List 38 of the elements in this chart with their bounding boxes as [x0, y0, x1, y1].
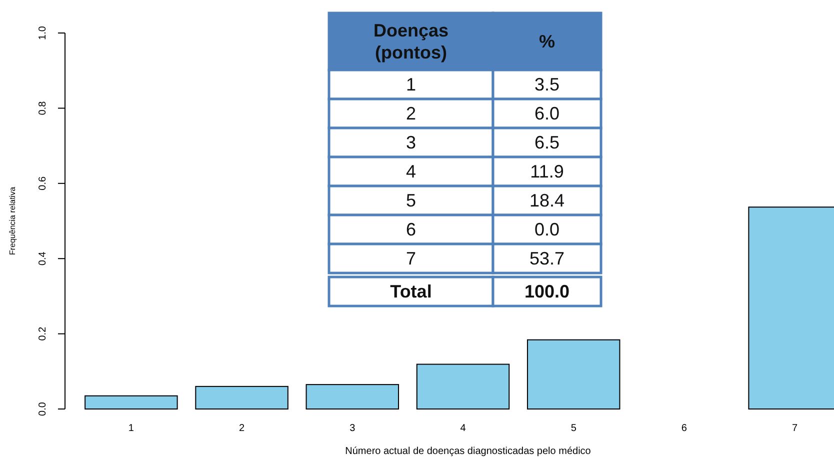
- x-tick-label: 3: [350, 423, 356, 434]
- y-axis-title: Frequência relativa: [8, 186, 17, 256]
- bar: [195, 386, 288, 410]
- annotation: 3: [406, 132, 416, 152]
- annotation: Total: [390, 282, 432, 302]
- annotation: 0.0: [534, 220, 560, 240]
- annotation: 18.4: [529, 190, 565, 210]
- y-tick-label: 0.4: [38, 251, 48, 266]
- annotation: 5: [406, 190, 416, 210]
- x-tick-label: 1: [128, 423, 134, 434]
- bar: [416, 364, 510, 410]
- y-tick-label: 0.0: [38, 402, 48, 416]
- bar: [84, 395, 178, 410]
- annotation: %: [538, 32, 556, 52]
- annotation: 6: [406, 220, 416, 240]
- x-tick-label: 5: [570, 423, 577, 434]
- annotation: 7: [406, 248, 416, 268]
- x-tick-label: 6: [681, 423, 688, 434]
- annotation: 6.5: [534, 132, 560, 152]
- annotation: Doenças (pontos): [373, 20, 449, 62]
- y-tick-label: 0.6: [38, 176, 48, 190]
- x-tick-label: 7: [792, 423, 798, 434]
- x-axis-title: Número actual de doenças diagnosticadas pelo médico: [345, 446, 592, 457]
- y-tick-label: 1.0: [38, 26, 48, 40]
- annotation: 100.0: [524, 282, 570, 302]
- annotation: 11.9: [530, 162, 564, 182]
- annotation: 2: [406, 104, 416, 124]
- bar: [526, 339, 620, 410]
- x-tick-label: 2: [239, 423, 246, 434]
- annotation: 3.5: [534, 74, 560, 94]
- annotation: 53.7: [529, 248, 565, 268]
- y-tick-label: 0.2: [38, 326, 48, 341]
- annotation: 4: [406, 162, 416, 182]
- bar: [306, 384, 400, 410]
- y-tick-label: 0.8: [38, 100, 48, 116]
- annotation: 6.0: [534, 104, 560, 124]
- x-tick-label: 4: [460, 423, 466, 434]
- annotation: 1: [406, 74, 416, 94]
